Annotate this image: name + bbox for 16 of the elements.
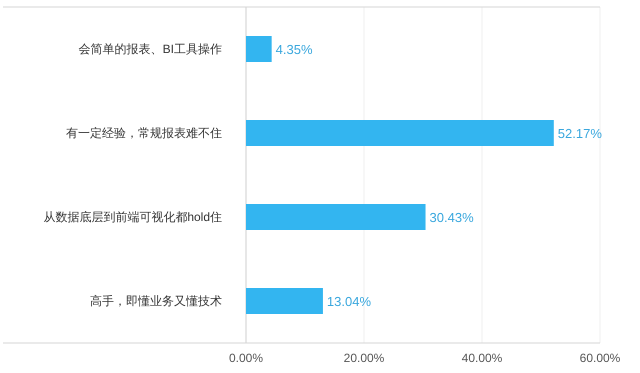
- bar: [246, 36, 272, 62]
- y-tick-label: 从数据底层到前端可视化都hold住: [43, 210, 222, 224]
- x-tick-label: 60.00%: [580, 351, 621, 365]
- bar: [246, 120, 554, 146]
- y-tick-label: 有一定经验，常规报表难不住: [66, 126, 222, 140]
- x-tick-label: 0.00%: [228, 351, 264, 365]
- data-label: 30.43%: [430, 210, 474, 225]
- y-tick-label: 会简单的报表、BI工具操作: [78, 42, 222, 56]
- x-tick-label: 40.00%: [462, 351, 503, 365]
- y-tick-label: 高手，即懂业务又懂技术: [90, 294, 222, 308]
- data-label: 13.04%: [326, 294, 372, 309]
- bar: [246, 288, 323, 314]
- data-label: 4.35%: [276, 42, 313, 57]
- bar: [246, 204, 426, 230]
- x-tick-label: 20.00%: [344, 351, 385, 365]
- data-label: 52.17%: [558, 126, 602, 141]
